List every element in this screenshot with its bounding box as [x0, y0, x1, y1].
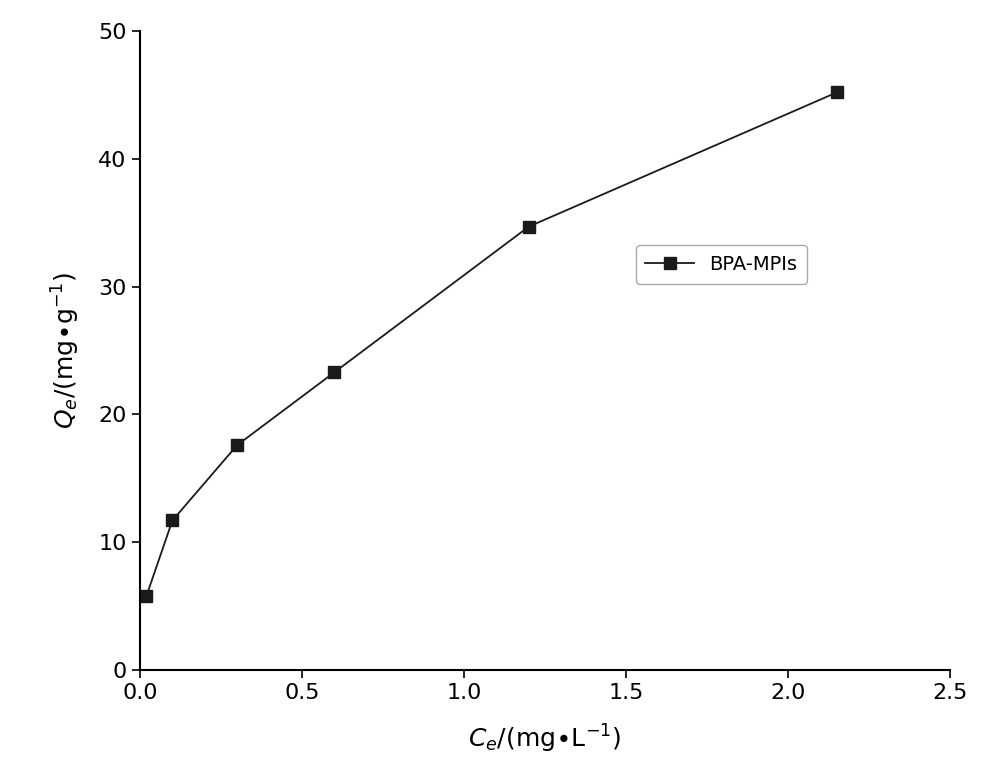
BPA-MPIs	[231, 440, 243, 449]
Line: BPA-MPIs: BPA-MPIs	[141, 87, 842, 601]
BPA-MPIs	[523, 222, 535, 231]
BPA-MPIs	[328, 368, 340, 377]
Legend: BPA-MPIs: BPA-MPIs	[636, 245, 807, 284]
BPA-MPIs	[140, 591, 152, 601]
BPA-MPIs	[831, 88, 843, 97]
X-axis label: $C_e$/(mg$\bullet$L$^{-1}$): $C_e$/(mg$\bullet$L$^{-1}$)	[468, 723, 622, 755]
BPA-MPIs	[166, 516, 178, 525]
Y-axis label: $Q_e$/(mg$\bullet$g$^{-1}$): $Q_e$/(mg$\bullet$g$^{-1}$)	[49, 272, 82, 429]
